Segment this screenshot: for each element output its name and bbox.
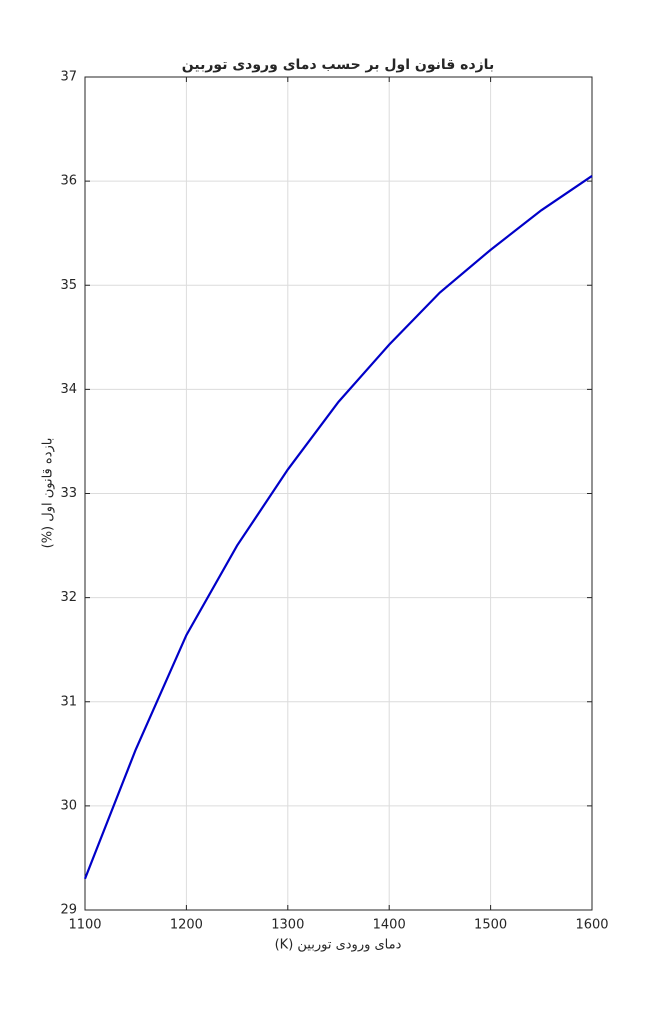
x-tick-label: 1100 — [68, 918, 101, 933]
y-tick-label: 36 — [60, 174, 77, 189]
y-tick-label: 33 — [60, 486, 77, 501]
x-axis-label: دمای ورودی توربین (K) — [275, 938, 402, 953]
y-tick-label: 30 — [60, 798, 77, 813]
x-tick-label: 1600 — [575, 918, 608, 933]
y-tick-label: 31 — [60, 694, 77, 709]
y-axis-label: بازده قانون اول (%) — [41, 438, 56, 549]
x-tick-label: 1500 — [474, 918, 507, 933]
plot-frame — [84, 76, 593, 911]
x-tick-label: 1400 — [373, 918, 406, 933]
chart-title: بازده قانون اول بر حسب دمای ورودی توربین — [182, 57, 494, 73]
x-tick-label: 1200 — [170, 918, 203, 933]
data-line — [83, 175, 593, 880]
y-tick-label: 37 — [60, 70, 77, 85]
x-tick-label: 1300 — [271, 918, 304, 933]
y-tick-label: 29 — [60, 903, 77, 918]
y-tick-label: 32 — [60, 590, 77, 605]
y-tick-label: 35 — [60, 278, 77, 293]
y-tick-label: 34 — [60, 382, 77, 397]
